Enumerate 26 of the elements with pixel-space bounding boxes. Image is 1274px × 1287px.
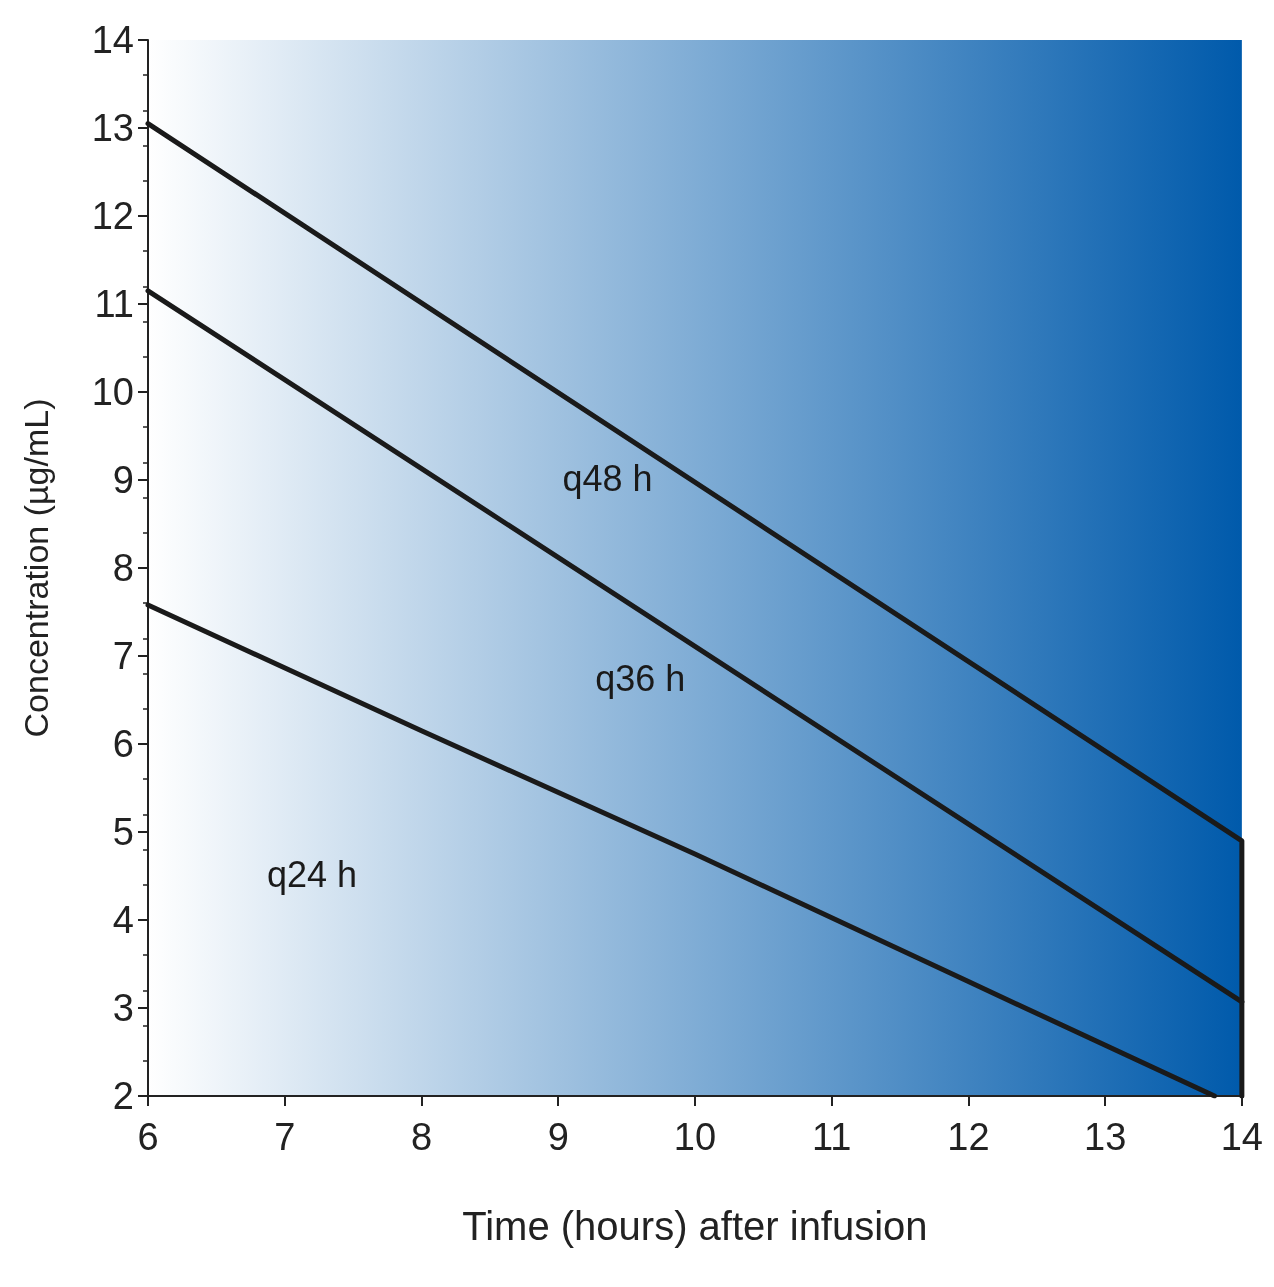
y-tick-label: 7 [112, 635, 134, 677]
x-tick-label: 8 [410, 1116, 433, 1158]
x-axis-title: Time (hours) after infusion [462, 1204, 928, 1248]
x-tick-label: 14 [1220, 1116, 1264, 1158]
x-tick-label: 12 [947, 1116, 990, 1158]
y-tick-label: 2 [112, 1075, 134, 1117]
annotation: q36 h [595, 658, 686, 700]
y-tick-label: 13 [91, 107, 134, 149]
x-tick-label: 11 [811, 1116, 852, 1158]
y-tick-label: 6 [112, 723, 134, 765]
y-tick-label: 14 [91, 19, 134, 61]
x-tick-label: 9 [547, 1116, 569, 1158]
annotation: q24 h [267, 853, 358, 895]
y-tick-label: 9 [112, 459, 134, 501]
y-tick-label: 11 [94, 283, 134, 325]
y-tick-label: 10 [91, 371, 134, 413]
y-tick-label: 8 [112, 547, 134, 589]
y-tick-label: 12 [91, 195, 134, 237]
y-axis-title: Concentration (µg/mL) [17, 398, 55, 738]
y-tick-label: 3 [112, 987, 134, 1029]
annotation: q48 h [562, 457, 653, 499]
y-tick-label: 5 [112, 811, 134, 853]
x-tick-label: 10 [673, 1116, 717, 1158]
x-tick-label: 13 [1083, 1116, 1127, 1158]
x-tick-label: 7 [274, 1116, 296, 1158]
y-tick-label: 4 [112, 899, 134, 941]
